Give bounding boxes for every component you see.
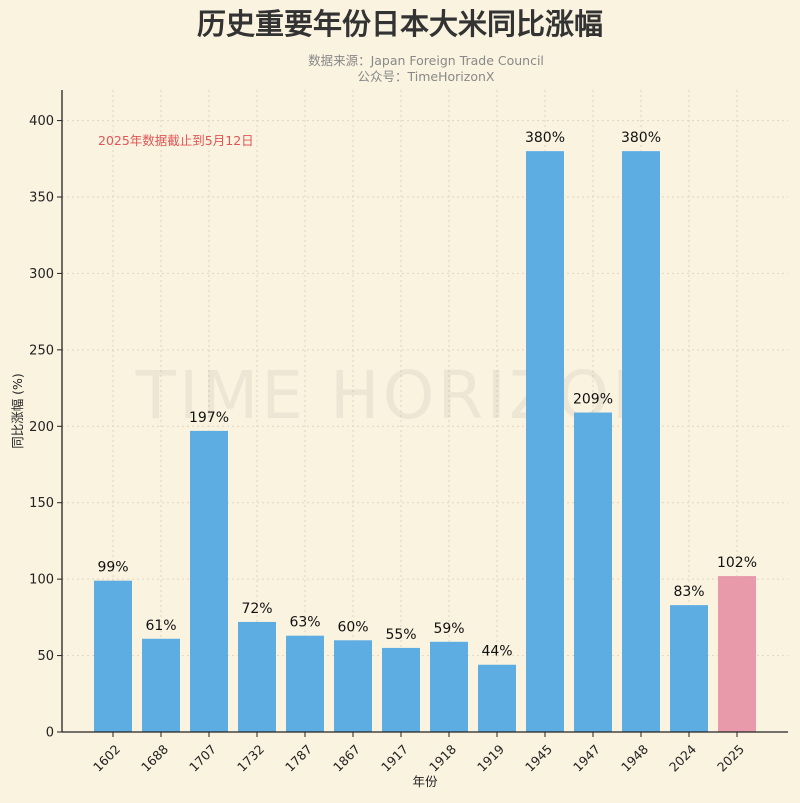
data-label-2024: 83% (673, 584, 704, 600)
bar-1947 (574, 412, 612, 732)
x-tick-label-1945: 1945 (522, 742, 555, 775)
y-tick-label: 0 (46, 726, 54, 741)
x-tick-label-1919: 1919 (474, 741, 507, 774)
y-tick-label: 150 (29, 496, 54, 511)
x-tick-label-1602: 1602 (90, 742, 123, 775)
bar-1918 (430, 641, 468, 732)
bar-1945 (526, 151, 564, 733)
y-tick-label: 300 (29, 267, 54, 282)
x-tick-label-2025: 2025 (714, 742, 747, 775)
bar-1787 (286, 635, 324, 732)
data-label-1787: 63% (289, 615, 320, 631)
y-tick-label: 100 (29, 573, 54, 588)
annotation: 2025年数据截止到5月12日 (98, 133, 254, 148)
bar-1867 (334, 640, 372, 732)
data-label-1707: 197% (189, 410, 229, 426)
x-tick-label-1707: 1707 (186, 742, 219, 775)
y-tick-label: 250 (29, 343, 54, 358)
chart-title: 历史重要年份日本大米同比涨幅 (197, 7, 603, 41)
data-label-1602: 99% (97, 560, 128, 576)
bars: 99% 61% 197% 72% 63% 60% 55% 59% 44% 380% 209% 380%… (94, 130, 757, 733)
bar-1602 (94, 580, 132, 732)
chart-subtitle-account: 公众号：TimeHorizonX (358, 69, 495, 84)
y-axis-label: 同比涨幅 (%) (10, 373, 25, 449)
data-label-1688: 61% (145, 618, 176, 634)
x-tick-label-1947: 1947 (570, 742, 603, 775)
x-tick-label-1787: 1787 (282, 742, 315, 775)
y-tick-label: 400 (29, 114, 54, 129)
data-label-1867: 60% (337, 619, 368, 635)
x-tick-label-1867: 1867 (330, 742, 363, 775)
chart-subtitle-source: 数据来源：Japan Foreign Trade Council (308, 53, 544, 68)
x-axis-label: 年份 (412, 774, 438, 789)
x-tick-label-2024: 2024 (666, 741, 699, 774)
bar-1919 (478, 664, 516, 732)
data-label-1917: 55% (385, 627, 416, 643)
bar-1707 (190, 430, 228, 732)
data-label-1947: 209% (573, 392, 613, 408)
x-tick-label-1948: 1948 (618, 741, 651, 774)
x-tick-label-1732: 1732 (234, 742, 267, 775)
data-label-2025: 102% (717, 555, 757, 571)
x-tick-label-1918: 1918 (426, 741, 459, 774)
data-label-1945: 380% (525, 130, 565, 146)
data-label-1918: 59% (433, 621, 464, 637)
y-tick-label: 50 (37, 649, 54, 664)
bar-2024 (670, 605, 708, 732)
data-label-1919: 44% (481, 644, 512, 660)
y-tick-label: 200 (29, 420, 54, 435)
bar-1917 (382, 647, 420, 732)
bar-1948 (622, 151, 660, 733)
bar-1732 (238, 621, 276, 732)
bar-1688 (142, 638, 180, 732)
data-label-1948: 380% (621, 130, 661, 146)
bar-2025 (718, 576, 756, 732)
y-tick-label: 350 (29, 191, 54, 206)
watermark: TIME HORIZON (135, 357, 665, 434)
data-label-1732: 72% (241, 601, 272, 617)
x-tick-label-1688: 1688 (138, 741, 171, 774)
x-tick-label-1917: 1917 (378, 742, 411, 775)
